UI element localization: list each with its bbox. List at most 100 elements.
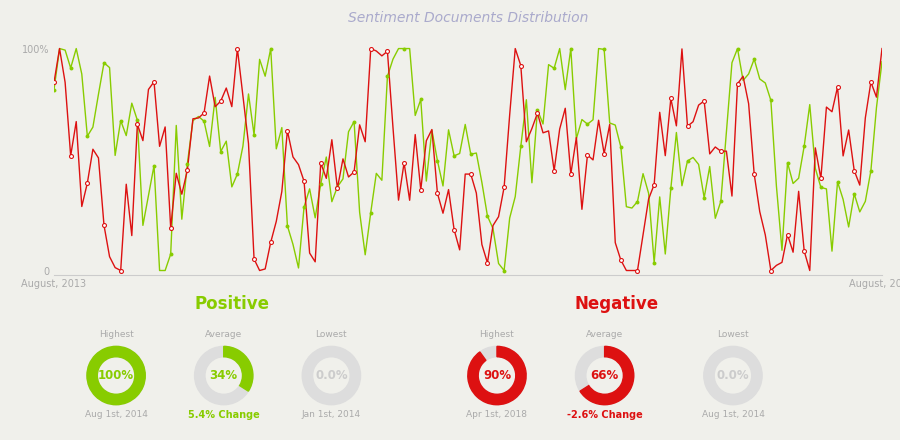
Point — [47, 86, 61, 93]
Point — [180, 160, 194, 167]
Point — [847, 167, 861, 174]
Point — [797, 143, 812, 150]
Point — [580, 121, 595, 128]
Point — [97, 222, 112, 229]
Point — [380, 73, 394, 80]
Point — [530, 110, 544, 117]
Point — [414, 186, 428, 193]
Text: Lowest: Lowest — [717, 330, 749, 339]
Point — [464, 151, 478, 158]
Text: Negative: Negative — [575, 295, 659, 313]
Point — [530, 106, 544, 114]
Point — [447, 226, 462, 233]
Point — [113, 117, 128, 124]
Point — [230, 45, 245, 52]
Wedge shape — [224, 346, 253, 391]
Point — [247, 131, 261, 138]
Point — [847, 190, 861, 197]
Text: 100%: 100% — [98, 369, 134, 382]
Point — [364, 209, 378, 216]
Point — [814, 175, 828, 182]
Point — [197, 110, 211, 117]
Point — [47, 79, 61, 86]
Point — [680, 158, 695, 165]
Point — [447, 152, 462, 159]
Point — [747, 55, 761, 62]
Point — [330, 185, 345, 192]
Wedge shape — [468, 346, 526, 405]
Text: -2.6% Change: -2.6% Change — [567, 410, 643, 420]
Point — [597, 150, 611, 157]
Point — [213, 98, 228, 105]
Point — [730, 81, 744, 88]
Point — [730, 45, 744, 52]
Point — [430, 190, 445, 197]
Text: Aug 1st, 2014: Aug 1st, 2014 — [85, 410, 148, 419]
Point — [497, 267, 511, 274]
Point — [764, 267, 778, 274]
Text: 90%: 90% — [483, 369, 511, 382]
Title: Sentiment Documents Distribution: Sentiment Documents Distribution — [347, 11, 589, 26]
Point — [563, 171, 578, 178]
Point — [514, 62, 528, 69]
Text: Highest: Highest — [99, 330, 133, 339]
Point — [230, 170, 245, 177]
Point — [364, 45, 378, 52]
Point — [864, 167, 878, 174]
Point — [313, 180, 328, 187]
Text: Apr 1st, 2018: Apr 1st, 2018 — [466, 410, 527, 419]
Point — [647, 181, 662, 188]
Point — [630, 198, 644, 205]
Point — [563, 45, 578, 52]
Point — [614, 143, 628, 150]
Point — [80, 180, 94, 187]
Point — [630, 267, 644, 274]
Point — [397, 45, 411, 52]
Point — [481, 259, 495, 266]
Point — [663, 95, 678, 102]
Point — [264, 239, 278, 246]
Point — [147, 162, 161, 169]
Point — [697, 194, 711, 201]
Point — [313, 159, 328, 166]
Point — [597, 46, 611, 53]
Wedge shape — [468, 346, 526, 405]
Point — [147, 78, 161, 85]
Point — [663, 185, 678, 192]
Point — [346, 169, 361, 176]
Point — [264, 45, 278, 52]
Point — [430, 157, 445, 164]
Point — [514, 143, 528, 150]
Point — [130, 117, 145, 124]
Wedge shape — [194, 346, 253, 405]
Point — [547, 167, 562, 174]
Text: Lowest: Lowest — [316, 330, 347, 339]
Wedge shape — [575, 346, 634, 405]
Point — [213, 148, 228, 155]
Text: Average: Average — [586, 330, 623, 339]
Point — [297, 203, 311, 210]
Point — [346, 118, 361, 125]
Wedge shape — [580, 346, 634, 405]
Point — [197, 117, 211, 125]
Point — [747, 170, 761, 177]
Text: Positive: Positive — [194, 295, 269, 313]
Point — [164, 250, 178, 257]
Point — [497, 183, 511, 191]
Point — [697, 97, 711, 104]
Point — [280, 222, 294, 229]
Text: 0.0%: 0.0% — [315, 369, 347, 382]
Point — [280, 127, 294, 134]
Point — [130, 121, 145, 128]
Text: 0.0%: 0.0% — [716, 369, 750, 382]
Point — [780, 159, 795, 166]
Point — [481, 213, 495, 220]
Point — [97, 59, 112, 66]
Point — [164, 224, 178, 231]
Point — [297, 178, 311, 185]
Point — [247, 256, 261, 263]
Point — [647, 259, 662, 266]
Point — [64, 65, 78, 72]
Point — [414, 96, 428, 103]
Point — [714, 148, 728, 155]
